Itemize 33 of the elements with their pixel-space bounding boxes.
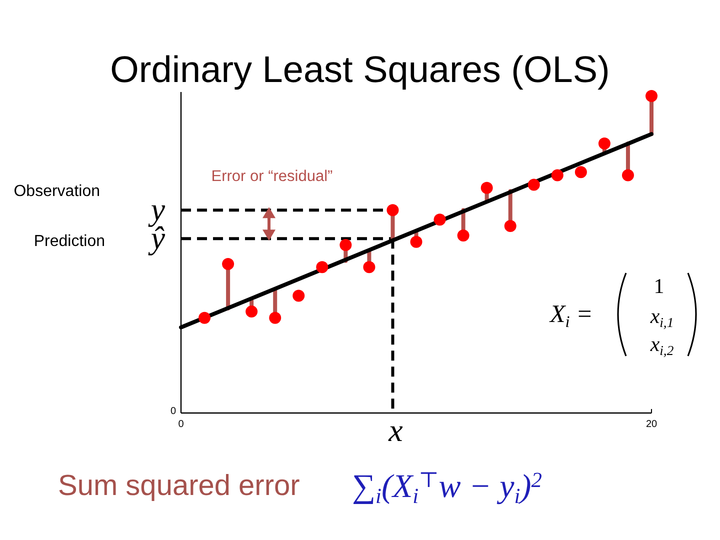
point — [316, 261, 328, 274]
point — [574, 166, 587, 178]
text: 0 — [170, 406, 176, 417]
x-tick-label: 20 — [646, 419, 658, 430]
point — [598, 138, 610, 150]
point — [528, 178, 540, 191]
point — [410, 236, 422, 248]
text: ∑$_{i}$(X$_{i}$$^{⊤}$w − y$_{i}$)$^{2}$ — [352, 468, 542, 508]
point — [434, 214, 446, 226]
point — [198, 312, 211, 324]
point — [386, 204, 399, 216]
annotation: X$_{i}$ = — [549, 301, 593, 331]
annotation: x$_{i,1}$ — [649, 304, 674, 330]
point — [504, 220, 516, 232]
point — [622, 169, 634, 182]
ref-line-label: x — [388, 412, 403, 448]
text: Observation — [14, 183, 100, 200]
point — [269, 312, 282, 324]
point — [222, 258, 234, 270]
point — [340, 238, 352, 251]
annotation: x$_{i,2}$ — [649, 332, 674, 358]
text: Sum squared error — [58, 470, 300, 502]
text: 1 — [654, 274, 664, 298]
annotation: Error or “residual” — [211, 168, 333, 185]
point — [292, 290, 305, 302]
point — [646, 90, 658, 102]
point — [457, 229, 470, 242]
chart-title: Ordinary Least Squares (OLS) — [110, 49, 610, 90]
text: Prediction — [34, 233, 105, 250]
point — [480, 182, 493, 194]
point — [246, 306, 258, 318]
point — [551, 169, 564, 182]
point — [363, 261, 376, 274]
